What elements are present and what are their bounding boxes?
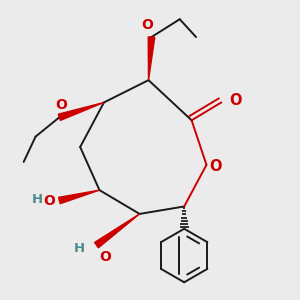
Text: O: O [43, 194, 55, 208]
Polygon shape [148, 37, 155, 80]
Polygon shape [94, 214, 140, 248]
Text: O: O [209, 159, 222, 174]
Text: O: O [229, 94, 241, 109]
Text: H: H [32, 193, 43, 206]
Text: O: O [100, 250, 111, 265]
Text: O: O [55, 98, 67, 112]
Polygon shape [58, 190, 100, 204]
Text: O: O [141, 18, 153, 32]
Polygon shape [58, 102, 104, 120]
Text: H: H [74, 242, 85, 255]
